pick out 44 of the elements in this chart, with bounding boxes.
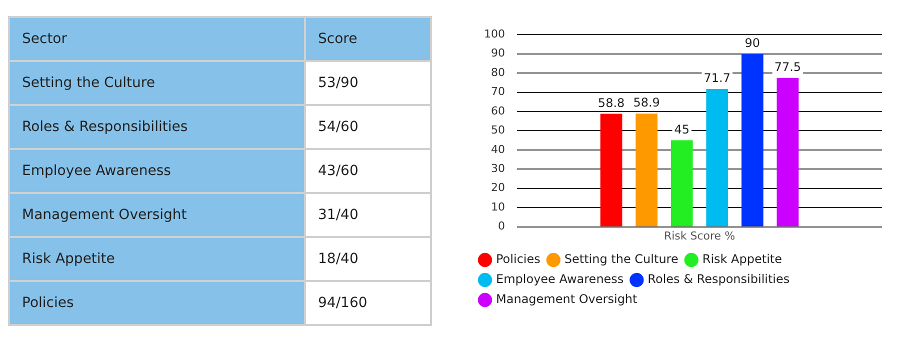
- legend-label: Employee Awareness: [496, 272, 624, 286]
- y-tick-label: 80: [490, 66, 505, 79]
- legend-label: Management Oversight: [496, 292, 638, 306]
- data-label: 90: [744, 36, 760, 50]
- y-tick-label: 100: [484, 27, 505, 40]
- bar: [741, 54, 764, 226]
- text: 53/90: [305, 61, 431, 105]
- bar: [670, 140, 693, 226]
- legend-label: Roles & Responsibilities: [648, 272, 790, 286]
- text: Management Oversight: [9, 193, 305, 237]
- data-label: 58.8: [598, 96, 625, 110]
- bar: [636, 114, 658, 226]
- text: 31/40: [305, 193, 431, 237]
- bar: [706, 88, 728, 226]
- y-tick-label: 60: [490, 104, 505, 118]
- data-label: 77.5: [774, 60, 802, 74]
- text: Roles & Responsibilities: [9, 105, 305, 149]
- text: Setting the Culture: [9, 61, 305, 105]
- text: Employee Awareness: [9, 149, 305, 193]
- y-tick-label: 50: [490, 124, 505, 137]
- bar: [776, 78, 799, 226]
- text: 54/60: [305, 105, 431, 149]
- text: 94/160: [305, 281, 431, 325]
- data-label: 71.7: [704, 71, 730, 86]
- y-tick-label: 0: [498, 220, 505, 233]
- text: 18/40: [305, 237, 431, 281]
- bar: [600, 114, 622, 226]
- text: Sector: [9, 17, 305, 61]
- text: 43/60: [305, 149, 431, 193]
- y-tick-label: 40: [490, 142, 505, 156]
- data-label: 58.9: [633, 96, 660, 110]
- legend-label: Policies: [496, 252, 540, 266]
- x-tick-label: Risk Score %: [664, 229, 736, 242]
- legend-label: Risk Appetite: [702, 252, 782, 266]
- text: Score: [305, 17, 431, 61]
- text: Policies: [9, 281, 305, 325]
- y-tick-label: 30: [490, 162, 505, 175]
- y-tick-label: 70: [490, 85, 505, 98]
- data-label: 45: [674, 122, 690, 136]
- y-tick-label: 90: [490, 46, 505, 60]
- y-tick-label: 10: [490, 200, 505, 214]
- y-tick-label: 20: [490, 181, 505, 194]
- text: Risk Appetite: [9, 237, 305, 281]
- legend-label: Setting the Culture: [564, 252, 678, 266]
